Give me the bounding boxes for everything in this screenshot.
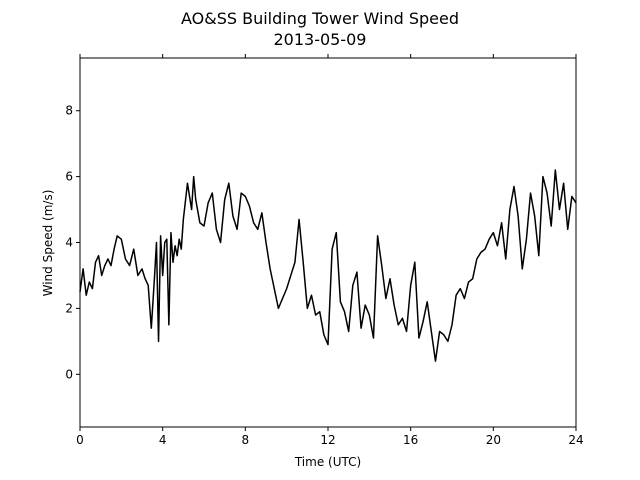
y-tick-label: 2 (65, 301, 73, 315)
x-tick-label: 20 (486, 433, 501, 447)
x-tick-label: 8 (242, 433, 250, 447)
y-tick-label: 8 (65, 104, 73, 118)
x-tick-label: 24 (568, 433, 583, 447)
x-tick-label: 12 (320, 433, 335, 447)
plot-area (79, 169, 577, 362)
y-axis-ticks: 0 2 4 6 8 (65, 104, 80, 381)
x-axis-label: Time (UTC) (294, 455, 361, 469)
chart-subtitle: 2013-05-09 (274, 30, 367, 49)
y-tick-label: 4 (65, 236, 73, 250)
y-axis-label: Wind Speed (m/s) (41, 190, 55, 297)
wind-speed-series-line (79, 169, 577, 362)
y-tick-label: 6 (65, 170, 73, 184)
y-tick-label: 0 (65, 367, 73, 381)
x-tick-label: 16 (403, 433, 418, 447)
x-axis-ticks: 0 4 8 12 16 20 24 (76, 54, 584, 447)
x-tick-label: 4 (159, 433, 167, 447)
plot-frame (79, 57, 577, 428)
x-tick-label: 0 (76, 433, 84, 447)
chart-title: AO&SS Building Tower Wind Speed (181, 9, 459, 28)
